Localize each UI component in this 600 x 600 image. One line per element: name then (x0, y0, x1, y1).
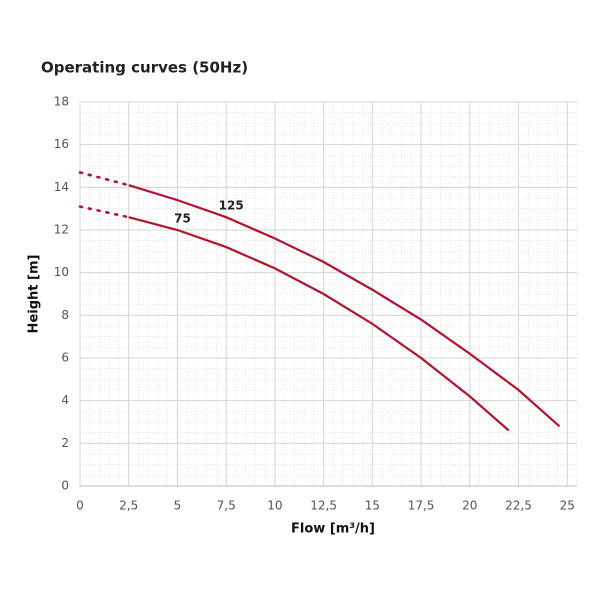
x-axis-label: Flow [m³/h] (291, 522, 375, 537)
curve-label: 125 (219, 199, 244, 213)
y-tick-label: 14 (54, 180, 69, 194)
x-tick-label: 12,5 (310, 499, 337, 513)
x-tick-label: 10 (267, 499, 282, 513)
curve (128, 184, 561, 428)
x-tick-label: 0 (76, 499, 84, 513)
curve-extrapolated (78, 171, 131, 187)
y-tick-label: 10 (54, 265, 69, 279)
curve-label: 75 (174, 212, 191, 226)
x-tick-label: 22,5 (505, 499, 532, 513)
y-tick-label: 12 (54, 223, 69, 237)
x-tick-label: 15 (365, 499, 380, 513)
curve (128, 216, 510, 432)
x-tick-label: 20 (462, 499, 477, 513)
x-tick-label: 25 (560, 499, 575, 513)
x-tick-label: 17,5 (408, 499, 435, 513)
x-tick-label: 7,5 (217, 499, 236, 513)
y-tick-label: 18 (54, 95, 69, 109)
curve-extrapolated (78, 205, 131, 219)
x-tick-label: 5 (174, 499, 182, 513)
y-tick-label: 4 (61, 393, 69, 407)
x-tick-label: 2,5 (119, 499, 138, 513)
y-tick-label: 0 (61, 479, 69, 493)
y-axis-label: Height [m] (27, 255, 42, 334)
y-tick-label: 8 (61, 308, 69, 322)
y-tick-label: 6 (61, 351, 69, 365)
y-tick-label: 16 (54, 137, 69, 151)
y-tick-label: 2 (61, 436, 69, 450)
chart-title: Operating curves (50Hz) (41, 59, 248, 77)
